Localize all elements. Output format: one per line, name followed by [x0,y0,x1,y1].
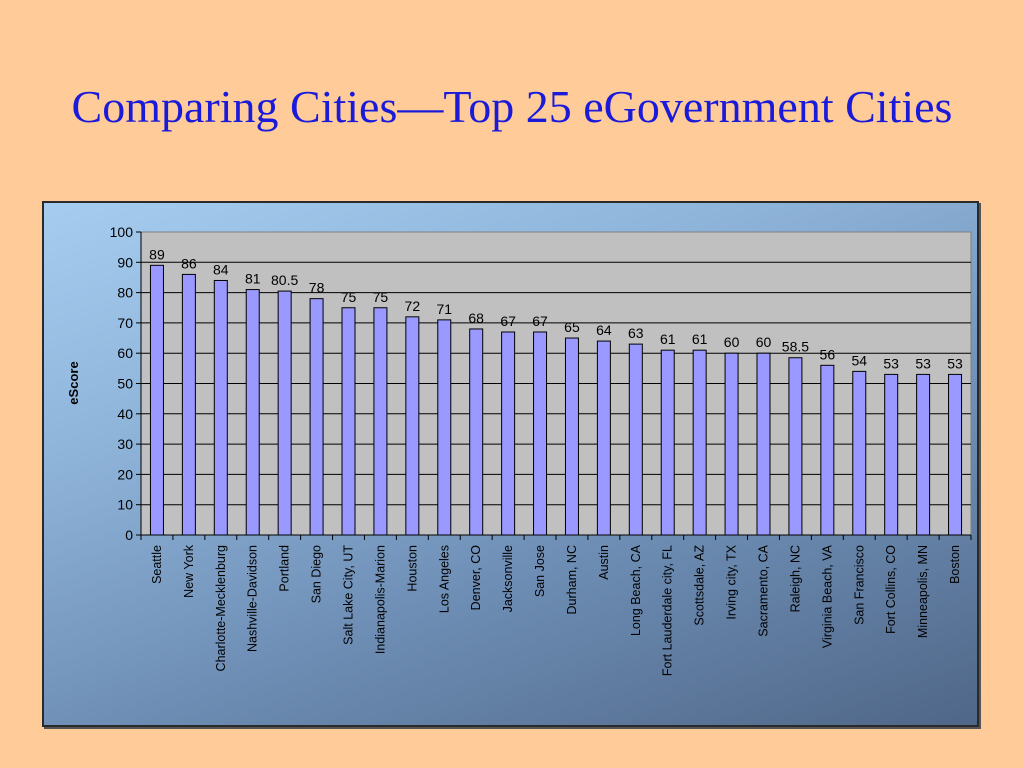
data-labels: 89 86 84 81 80.5 78 75 75 72 71 68 67 67 65 64 63 61 61 60… [149,246,963,371]
chart-frame: 0 10 20 30 40 50 60 70 80 90 100 89 86 84 81 80.5 78 75 7… [42,201,979,727]
y-tick-label: 90 [117,254,133,270]
bar [788,357,803,536]
x-tick-label: Nashville-Davidson [246,545,260,652]
x-tick-label: Raleigh, NC [788,545,802,612]
bar [692,349,707,536]
data-label: 65 [564,319,580,335]
x-tick-label: Portland [278,545,292,592]
x-tick-label: Boston [948,545,962,584]
x-tick-label: Minneapolis, MN [916,545,930,638]
bar [469,328,484,536]
x-tick-label: Indianapolis-Marion [373,545,387,654]
x-tick-label: Austin [597,545,611,580]
bar [660,349,675,536]
bar [277,290,292,536]
y-tick-label: 100 [110,224,134,240]
bar [149,264,164,536]
x-tick-label: Charlotte-Mecklenburg [214,545,228,671]
y-tick-label: 70 [117,315,133,331]
data-label: 81 [245,271,261,287]
y-tick-label: 0 [125,527,133,543]
bar [501,331,516,536]
y-tick-label: 20 [117,466,133,482]
bar [437,319,452,536]
data-label: 61 [660,331,676,347]
data-label: 84 [213,261,229,277]
y-tick-label: 50 [117,376,133,392]
y-tick-label: 30 [117,436,133,452]
bar [596,340,611,536]
bar [309,298,324,536]
x-tick-label: Jacksonville [501,545,515,612]
bar [213,279,228,536]
data-label: 75 [373,289,389,305]
y-axis-title: eScore [66,361,81,404]
bar [756,352,771,536]
x-tick-label: Fort Lauderdale city, FL [661,545,675,676]
bar [852,370,867,536]
y-tick-label: 80 [117,285,133,301]
data-label: 86 [181,255,197,271]
data-label: 68 [468,310,484,326]
data-label: 60 [724,334,740,350]
data-label: 60 [756,334,772,350]
data-label: 71 [436,301,452,317]
x-tick-label: Irving city, TX [725,544,739,619]
bar-chart: 0 10 20 30 40 50 60 70 80 90 100 89 86 84 81 80.5 78 75 7… [66,224,972,676]
data-label: 75 [341,289,357,305]
data-label: 67 [500,313,516,329]
bars [149,264,963,536]
y-tick-label: 60 [117,345,133,361]
x-tick-label: Fort Collins, CO [884,545,898,634]
slide-title: Comparing Cities—Top 25 eGovernment Citi… [71,81,953,132]
data-label: 64 [596,322,612,338]
bar [564,337,579,536]
bar [820,364,835,536]
x-tick-label: Salt Lake City, UT [342,545,356,645]
y-tick-label: 40 [117,406,133,422]
bar [373,307,388,536]
x-tick-label: Sacramento, CA [757,544,771,636]
bar [628,343,643,536]
data-label: 80.5 [271,272,298,288]
x-tick-label: Durham, NC [565,545,579,614]
data-label: 53 [915,355,931,371]
x-tick-label: Los Angeles [437,545,451,613]
data-label: 61 [692,331,708,347]
data-label: 67 [532,313,548,329]
bar [181,273,196,536]
bar [341,307,356,536]
x-tick-label: Houston [405,545,419,592]
bar [948,373,963,536]
bar [884,373,899,536]
bar [916,373,931,536]
x-axis-ticks: Seattle New York Charlotte-Mecklenburg Nash… [140,535,972,676]
data-label: 53 [883,355,899,371]
bar [405,316,420,536]
bar [724,352,739,536]
data-label: 72 [405,298,421,314]
data-label: 54 [851,352,867,368]
x-tick-label: Seattle [150,545,164,584]
y-axis-ticks: 0 10 20 30 40 50 60 70 80 90 100 [110,224,141,543]
x-tick-label: Long Beach, CA [629,544,643,636]
data-label: 58.5 [782,339,809,355]
y-tick-label: 10 [117,497,133,513]
data-label: 56 [820,346,836,362]
data-label: 89 [149,246,165,262]
x-tick-label: San Jose [533,545,547,597]
bar [245,289,260,536]
x-tick-label: Denver, CO [469,545,483,611]
x-tick-label: Scottsdale, AZ [693,545,707,626]
x-tick-label: San Francisco [852,545,866,625]
data-label: 63 [628,325,644,341]
data-label: 53 [947,355,963,371]
x-tick-label: Virginia Beach, VA [820,544,834,648]
x-tick-label: New York [182,544,196,598]
data-label: 78 [309,280,325,296]
bar [533,331,548,536]
x-tick-label: San Diego [310,545,324,603]
